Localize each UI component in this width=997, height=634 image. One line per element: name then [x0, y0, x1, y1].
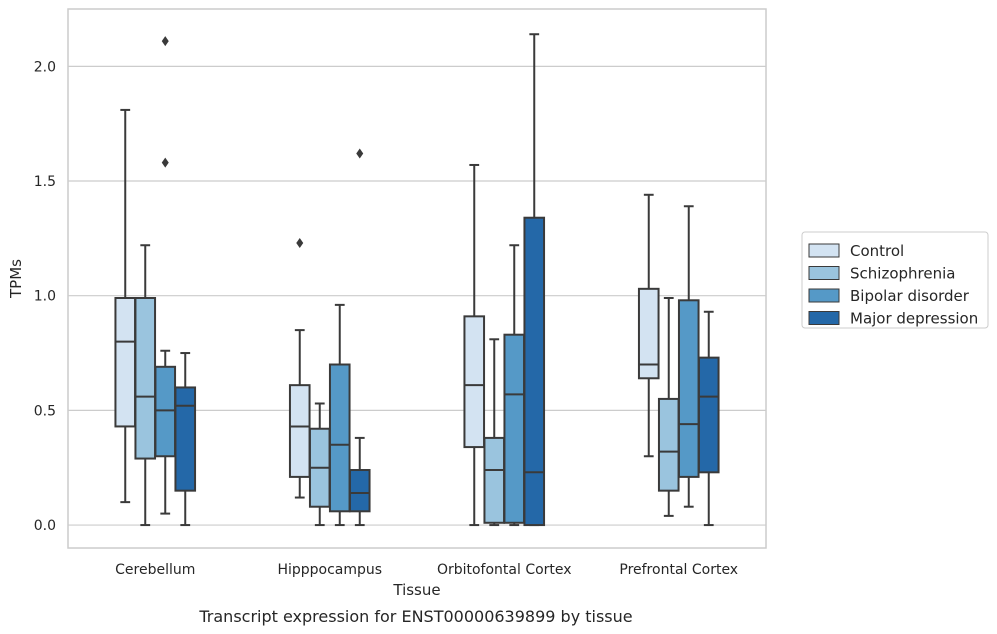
- box-1-0: [288, 237, 311, 499]
- box-body: [114, 296, 137, 428]
- box-body: [134, 296, 157, 460]
- legend-item: Bipolar disorder: [808, 287, 970, 305]
- y-tick-labels: 0.0 0.5 1.0 1.5 2.0: [34, 59, 56, 534]
- box-body: [348, 469, 371, 513]
- box-0-3: [174, 352, 197, 527]
- legend-item: Major depression: [808, 310, 978, 328]
- box-3-3: [697, 310, 720, 527]
- legend-swatch: [808, 243, 840, 258]
- y-tick-label: 1.0: [34, 289, 56, 305]
- legend-label: Control: [850, 242, 904, 260]
- y-axis-label: TPMs: [7, 259, 25, 299]
- box-body: [697, 356, 720, 474]
- legend-swatch: [808, 288, 840, 303]
- chart-caption: Transcript expression for ENST0000063989…: [198, 607, 632, 626]
- box-body: [503, 333, 526, 524]
- y-tick-label: 2.0: [34, 59, 56, 75]
- legend-label: Schizophrenia: [850, 265, 955, 283]
- plot-frame: [67, 8, 767, 549]
- box-2-0: [463, 163, 486, 527]
- legend-swatch: [808, 311, 840, 325]
- legend-item: Schizophrenia: [808, 265, 955, 283]
- x-tick-label: Prefrontal Cortex: [619, 562, 738, 578]
- box-1-1: [308, 402, 331, 527]
- box-body: [637, 287, 660, 380]
- box-3-0: [637, 193, 660, 458]
- y-tick-label: 0.0: [34, 518, 56, 534]
- y-tick-label: 1.5: [34, 174, 56, 190]
- x-tick-labels: Cerebellum Hipppocampus Orbitofontal Corte…: [115, 562, 738, 578]
- x-tick-label: Cerebellum: [115, 562, 195, 578]
- outlier-point: [161, 36, 169, 47]
- box-2-1: [483, 338, 506, 527]
- box-1-3: [348, 148, 371, 527]
- box-body: [154, 365, 177, 458]
- y-tick-label: 0.5: [34, 403, 56, 419]
- box-body: [677, 299, 700, 478]
- box-0-0: [114, 108, 137, 504]
- box-3-1: [657, 296, 680, 517]
- box-0-2: [154, 36, 177, 515]
- box-3-2: [677, 205, 700, 508]
- box-body: [657, 397, 680, 492]
- legend-item: Control: [808, 242, 904, 260]
- legend: Control Schizophrenia Bipolar disorder Majo…: [801, 231, 989, 329]
- legend-swatch: [808, 266, 840, 280]
- box-2-3: [523, 33, 546, 527]
- box-0-1: [134, 244, 157, 527]
- box-2-2: [503, 244, 526, 527]
- box-body: [523, 216, 546, 527]
- legend-frame: [801, 231, 989, 329]
- outlier-point: [356, 148, 364, 159]
- box-body: [288, 384, 311, 478]
- box-body: [174, 386, 197, 492]
- x-tick-label: Hipppocampus: [277, 562, 382, 578]
- outlier-point: [161, 157, 169, 168]
- box-body: [328, 363, 351, 513]
- x-tick-label: Orbitofontal Cortex: [437, 562, 572, 578]
- outlier-point: [296, 237, 304, 248]
- legend-label: Major depression: [850, 310, 978, 328]
- box-body: [483, 436, 506, 524]
- box-body: [463, 315, 486, 449]
- box-groups: [114, 33, 720, 527]
- x-axis-label: Tissue: [392, 581, 440, 599]
- box-1-2: [328, 303, 351, 527]
- legend-label: Bipolar disorder: [850, 287, 970, 305]
